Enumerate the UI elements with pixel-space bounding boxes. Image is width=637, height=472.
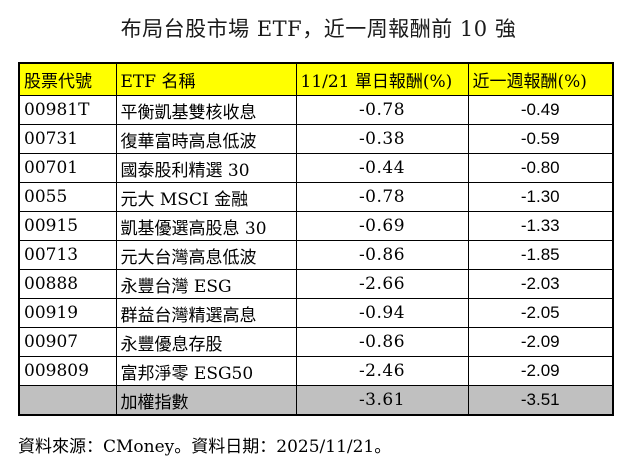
- source-note: 資料來源：CMoney。資料日期：2025/11/21。: [18, 437, 392, 457]
- cell-code: 00981T: [18, 95, 117, 125]
- table-row: 00731 復華富時高息低波 -0.38 -0.59: [18, 124, 614, 154]
- cell-code: 0055: [18, 182, 117, 212]
- cell-week: -2.03: [467, 269, 614, 299]
- cell-day: -0.44: [295, 153, 469, 183]
- cell-name: 元大 MSCI 金融: [115, 182, 297, 212]
- column-header-name: ETF 名稱: [115, 62, 297, 96]
- table-header: 股票代號 ETF 名稱 11/21 單日報酬(%) 近一週報酬(%): [18, 62, 614, 96]
- cell-name: 凱基優選高股息 30: [115, 211, 297, 241]
- column-header-week-return: 近一週報酬(%): [467, 62, 614, 96]
- cell-week: -0.59: [467, 124, 614, 154]
- cell-code: 00701: [18, 153, 117, 183]
- cell-day: -0.86: [295, 327, 469, 357]
- page-title: 布局台股市場 ETF，近一周報酬前 10 強: [120, 17, 517, 41]
- cell-day: -0.78: [295, 182, 469, 212]
- cell-week: -2.05: [467, 298, 614, 328]
- table-row: 00919 群益台灣精選高息 -0.94 -2.05: [18, 298, 614, 328]
- cell-day: -3.61: [295, 385, 469, 416]
- cell-name: 國泰股利精選 30: [115, 153, 297, 183]
- cell-day: -0.69: [295, 211, 469, 241]
- table-body: 00981T 平衡凱基雙核收息 -0.78 -0.49 00731 復華富時高息低波 -0.…: [18, 95, 614, 416]
- cell-code: 00919: [18, 298, 117, 328]
- table-row: 00907 永豐優息存股 -0.86 -2.09: [18, 327, 614, 357]
- cell-day: -0.78: [295, 95, 469, 125]
- cell-code: [18, 385, 117, 416]
- column-header-day-return: 11/21 單日報酬(%): [295, 62, 469, 96]
- cell-code: 00713: [18, 240, 117, 270]
- cell-week: -3.51: [467, 385, 614, 416]
- summary-row: 加權指數 -3.61 -3.51: [18, 385, 614, 416]
- cell-week: -1.33: [467, 211, 614, 241]
- cell-name: 元大台灣高息低波: [115, 240, 297, 270]
- cell-name: 加權指數: [115, 385, 297, 416]
- cell-week: -1.30: [467, 182, 614, 212]
- cell-week: -2.09: [467, 356, 614, 386]
- cell-name: 群益台灣精選高息: [115, 298, 297, 328]
- column-header-code: 股票代號: [18, 62, 117, 96]
- cell-week: -1.85: [467, 240, 614, 270]
- cell-code: 00907: [18, 327, 117, 357]
- cell-code: 00731: [18, 124, 117, 154]
- header-row: 股票代號 ETF 名稱 11/21 單日報酬(%) 近一週報酬(%): [18, 62, 614, 96]
- cell-week: -0.80: [467, 153, 614, 183]
- cell-day: -0.38: [295, 124, 469, 154]
- cell-name: 永豐台灣 ESG: [115, 269, 297, 299]
- cell-day: -0.94: [295, 298, 469, 328]
- table-row: 00888 永豐台灣 ESG -2.66 -2.03: [18, 269, 614, 299]
- cell-week: -0.49: [467, 95, 614, 125]
- table-row: 00981T 平衡凱基雙核收息 -0.78 -0.49: [18, 95, 614, 125]
- table-row: 009809 富邦淨零 ESG50 -2.46 -2.09: [18, 356, 614, 386]
- cell-day: -2.66: [295, 269, 469, 299]
- cell-name: 富邦淨零 ESG50: [115, 356, 297, 386]
- cell-week: -2.09: [467, 327, 614, 357]
- table-row: 00713 元大台灣高息低波 -0.86 -1.85: [18, 240, 614, 270]
- cell-day: -0.86: [295, 240, 469, 270]
- cell-name: 平衡凱基雙核收息: [115, 95, 297, 125]
- cell-day: -2.46: [295, 356, 469, 386]
- cell-code: 00915: [18, 211, 117, 241]
- cell-name: 復華富時高息低波: [115, 124, 297, 154]
- cell-name: 永豐優息存股: [115, 327, 297, 357]
- cell-code: 00888: [18, 269, 117, 299]
- etf-returns-table: 股票代號 ETF 名稱 11/21 單日報酬(%) 近一週報酬(%) 00981…: [18, 62, 614, 416]
- table-row: 00915 凱基優選高股息 30 -0.69 -1.33: [18, 211, 614, 241]
- table-row: 0055 元大 MSCI 金融 -0.78 -1.30: [18, 182, 614, 212]
- cell-code: 009809: [18, 356, 117, 386]
- table-row: 00701 國泰股利精選 30 -0.44 -0.80: [18, 153, 614, 183]
